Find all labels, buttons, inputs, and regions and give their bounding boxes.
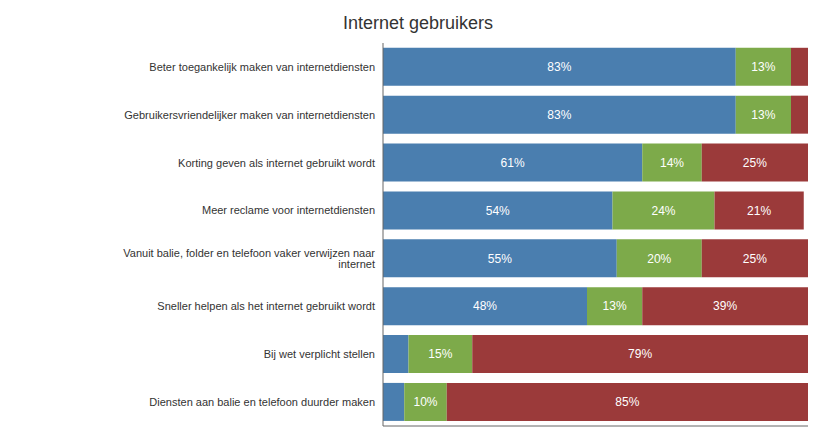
svg-text:10%: 10% (413, 395, 437, 409)
svg-text:85%: 85% (615, 395, 639, 409)
svg-text:Diensten aan balie en telefoon: Diensten aan balie en telefoon duurder m… (149, 396, 375, 408)
svg-text:Sneller helpen als het interne: Sneller helpen als het internet gebruikt… (157, 300, 375, 312)
svg-text:83%: 83% (547, 60, 571, 74)
svg-text:Beter toegankelijk maken van i: Beter toegankelijk maken van internetdie… (149, 61, 375, 73)
svg-text:54%: 54% (486, 204, 510, 218)
svg-text:25%: 25% (743, 156, 767, 170)
svg-text:48%: 48% (473, 299, 497, 313)
svg-text:55%: 55% (488, 252, 512, 266)
svg-text:83%: 83% (547, 108, 571, 122)
svg-text:61%: 61% (501, 156, 525, 170)
svg-text:Bij wet verplicht stellen: Bij wet verplicht stellen (264, 348, 375, 360)
svg-text:24%: 24% (651, 204, 675, 218)
svg-text:Korting geven als internet geb: Korting geven als internet gebruikt word… (178, 157, 375, 169)
svg-text:14%: 14% (660, 156, 684, 170)
svg-text:25%: 25% (743, 252, 767, 266)
svg-text:39%: 39% (713, 299, 737, 313)
svg-text:13%: 13% (751, 60, 775, 74)
svg-text:13%: 13% (603, 299, 627, 313)
svg-text:Gebruikersvriendelijker maken: Gebruikersvriendelijker maken van intern… (124, 109, 375, 121)
svg-text:20%: 20% (647, 252, 671, 266)
svg-text:21%: 21% (747, 204, 771, 218)
svg-text:79%: 79% (628, 347, 652, 361)
svg-text:15%: 15% (428, 347, 452, 361)
svg-text:Meer reclame voor internetdien: Meer reclame voor internetdiensten (202, 204, 375, 216)
svg-text:Vanuit balie, folder en telefo: Vanuit balie, folder en telefoon vaker v… (123, 247, 375, 270)
html-text:Internet gebruikers: Internet gebruikers (343, 13, 493, 33)
svg-text:13%: 13% (751, 108, 775, 122)
